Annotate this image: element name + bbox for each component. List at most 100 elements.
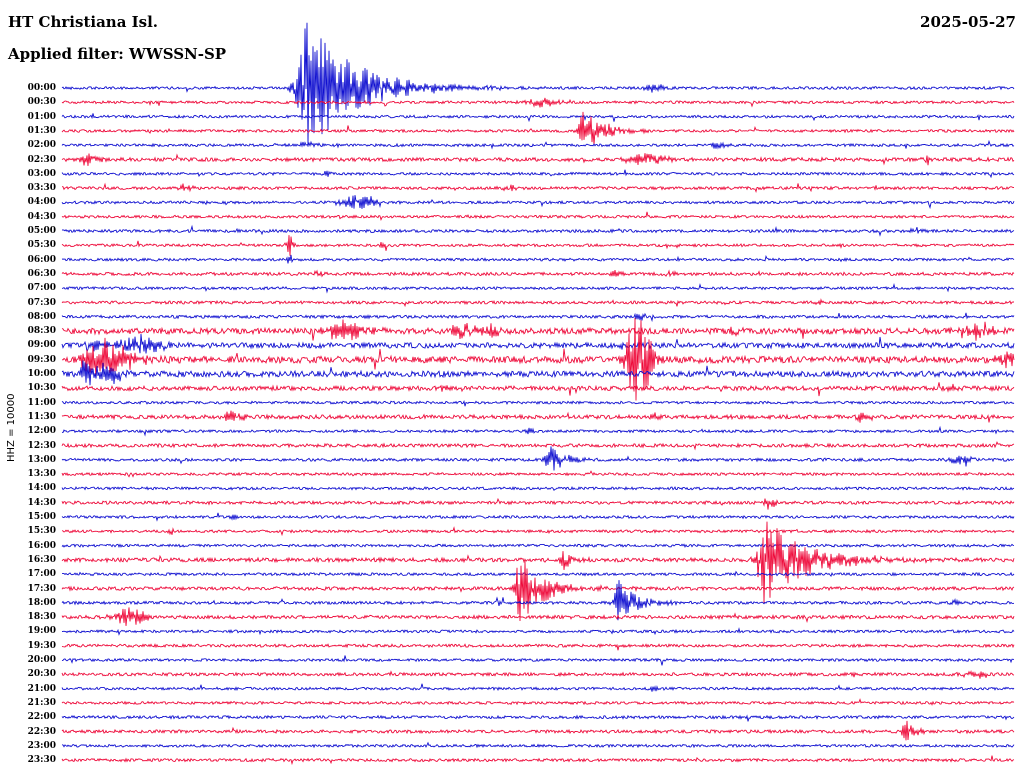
time-label: 03:00 bbox=[27, 168, 56, 179]
time-label: 00:30 bbox=[27, 97, 56, 108]
trace-row-0830 bbox=[61, 319, 1015, 341]
time-label: 22:30 bbox=[27, 726, 56, 737]
time-label: 12:00 bbox=[27, 426, 56, 437]
time-label: 23:30 bbox=[27, 755, 56, 766]
time-label: 07:30 bbox=[27, 297, 56, 308]
trace-row-1630 bbox=[61, 521, 1015, 604]
trace-row-1530 bbox=[61, 526, 1015, 537]
time-label: 02:00 bbox=[27, 140, 56, 151]
trace-row-0630 bbox=[61, 269, 1015, 278]
time-label: 12:30 bbox=[27, 440, 56, 451]
time-label: 05:00 bbox=[27, 226, 56, 236]
time-label: 16:00 bbox=[27, 540, 56, 551]
time-label: 21:30 bbox=[27, 697, 56, 708]
time-label: 09:30 bbox=[27, 354, 56, 365]
time-label: 01:00 bbox=[27, 111, 56, 122]
trace-row-2200 bbox=[61, 714, 1015, 722]
station-title: HT Christiana Isl. bbox=[8, 13, 159, 31]
time-label: 10:00 bbox=[27, 369, 56, 379]
trace-row-1500 bbox=[61, 512, 1015, 522]
time-label: 04:30 bbox=[27, 211, 56, 222]
trace-row-1200 bbox=[61, 425, 1015, 437]
trace-row-1700 bbox=[62, 570, 1015, 578]
trace-row-0130 bbox=[61, 111, 1015, 146]
trace-row-1900 bbox=[61, 627, 1015, 636]
time-label: 20:00 bbox=[27, 655, 56, 665]
time-label: 14:30 bbox=[27, 497, 56, 508]
time-label: 06:00 bbox=[27, 254, 56, 265]
trace-row-1000 bbox=[61, 360, 1015, 386]
trace-row-0400 bbox=[61, 195, 1015, 210]
date-label: 2025-05-27 bbox=[920, 13, 1016, 31]
trace-row-0300 bbox=[61, 169, 1015, 179]
trace-row-1030 bbox=[61, 382, 1015, 397]
time-label: 19:30 bbox=[27, 640, 56, 651]
time-label: 23:00 bbox=[27, 740, 56, 751]
trace-row-0930 bbox=[61, 317, 1015, 401]
time-label: 11:00 bbox=[27, 397, 56, 408]
trace-row-0500 bbox=[61, 224, 1015, 237]
time-label: 08:00 bbox=[27, 311, 56, 322]
trace-row-0800 bbox=[61, 312, 1015, 323]
time-label: 15:30 bbox=[27, 526, 56, 537]
time-label: 13:00 bbox=[27, 454, 56, 465]
time-label: 18:00 bbox=[27, 597, 56, 608]
trace-row-0530 bbox=[61, 235, 1015, 256]
trace-row-0430 bbox=[61, 211, 1015, 222]
time-label: 17:30 bbox=[27, 583, 56, 594]
trace-row-1600 bbox=[61, 543, 1015, 549]
time-label: 15:00 bbox=[27, 512, 56, 522]
trace-row-0730 bbox=[61, 298, 1014, 308]
trace-row-0700 bbox=[61, 282, 1015, 294]
trace-row-2330 bbox=[61, 755, 1015, 766]
time-label: 10:30 bbox=[27, 383, 56, 394]
time-label: 16:30 bbox=[27, 554, 56, 565]
trace-row-2030 bbox=[61, 669, 1015, 679]
time-label: 21:00 bbox=[27, 683, 56, 694]
trace-row-0900 bbox=[61, 333, 1015, 354]
time-label: 18:30 bbox=[27, 612, 56, 623]
filter-label: Applied filter: WWSSN-SP bbox=[8, 45, 227, 63]
trace-row-1130 bbox=[61, 410, 1015, 423]
trace-row-2230 bbox=[61, 720, 1015, 741]
trace-row-0030 bbox=[61, 97, 1015, 108]
trace-row-2100 bbox=[61, 683, 1015, 692]
time-label: 01:30 bbox=[27, 125, 56, 136]
trace-row-0330 bbox=[62, 182, 1015, 193]
trace-row-1730 bbox=[61, 561, 1015, 622]
time-label: 20:30 bbox=[27, 669, 56, 680]
time-label: 17:00 bbox=[27, 569, 56, 580]
trace-row-2000 bbox=[61, 655, 1015, 666]
trace-row-1800 bbox=[61, 580, 1015, 621]
time-label: 08:30 bbox=[27, 326, 56, 337]
time-label: 00:00 bbox=[27, 83, 56, 93]
time-label: 14:00 bbox=[27, 483, 56, 494]
trace-row-2130 bbox=[61, 698, 1015, 706]
trace-row-1330 bbox=[61, 470, 1015, 478]
trace-row-0600 bbox=[61, 254, 1015, 264]
trace-row-1100 bbox=[61, 400, 1015, 407]
time-label: 19:00 bbox=[27, 626, 56, 637]
trace-row-0230 bbox=[61, 153, 1015, 166]
time-label: 02:30 bbox=[27, 154, 56, 165]
time-label: 04:00 bbox=[27, 197, 56, 208]
trace-row-1430 bbox=[61, 497, 1015, 510]
trace-row-1930 bbox=[61, 643, 1015, 651]
time-label: 13:30 bbox=[27, 469, 56, 480]
time-label: 11:30 bbox=[27, 411, 56, 422]
trace-row-2300 bbox=[61, 741, 1015, 749]
trace-row-1400 bbox=[61, 485, 1015, 492]
trace-row-1830 bbox=[61, 607, 1015, 626]
trace-row-0100 bbox=[61, 113, 1015, 123]
time-label: 03:30 bbox=[27, 183, 56, 194]
time-label: 05:30 bbox=[27, 240, 56, 251]
trace-row-1230 bbox=[61, 441, 1015, 451]
time-label: 06:30 bbox=[27, 268, 56, 279]
time-label: 22:00 bbox=[27, 712, 56, 723]
time-label: 09:00 bbox=[27, 340, 56, 351]
time-label: 07:00 bbox=[27, 283, 56, 294]
trace-row-0000 bbox=[61, 22, 1015, 147]
trace-row-0200 bbox=[61, 139, 1015, 150]
